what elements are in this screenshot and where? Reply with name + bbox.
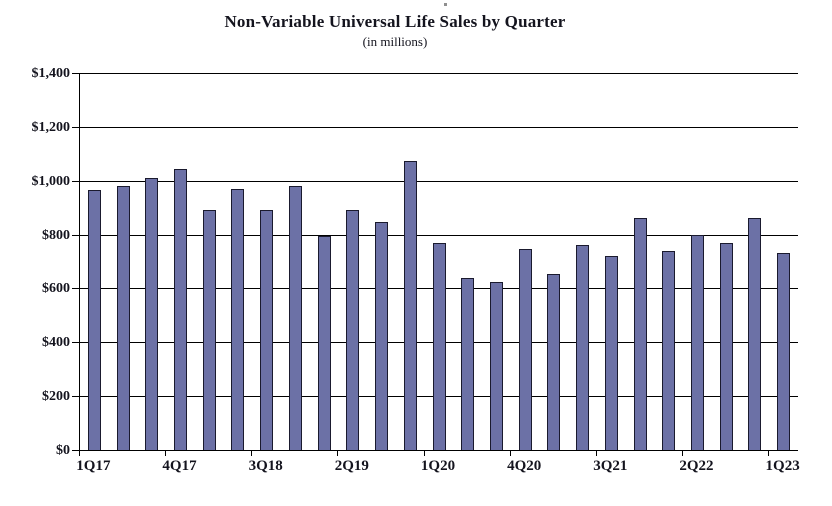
plot-area — [79, 73, 798, 451]
y-tick-label: $400 — [42, 335, 70, 351]
bar-4Q18 — [288, 186, 302, 450]
y-axis-tick — [72, 234, 79, 236]
x-axis-tick — [251, 451, 253, 456]
bar-2Q18 — [231, 189, 245, 450]
bar-3Q19 — [375, 222, 389, 450]
x-tick-label: 2Q19 — [334, 458, 369, 474]
bar-3Q22 — [719, 243, 733, 450]
x-tick-label: 3Q18 — [248, 458, 283, 474]
bar-4Q17 — [174, 169, 188, 450]
y-axis-tick — [72, 288, 79, 290]
bar-3Q17 — [145, 178, 159, 450]
bar-3Q21 — [604, 256, 618, 450]
bar-1Q22 — [662, 251, 676, 450]
y-axis-tick — [72, 73, 79, 74]
bar-2Q21 — [576, 245, 590, 450]
gridline — [80, 234, 798, 236]
bar-1Q23 — [777, 253, 791, 450]
x-tick-label: 2Q22 — [679, 458, 714, 474]
chart-title: Non-Variable Universal Life Sales by Qua… — [224, 12, 566, 31]
y-tick-label: $1,000 — [31, 173, 71, 189]
y-axis-tick — [72, 180, 79, 182]
x-axis-tick — [165, 451, 167, 456]
bar-2Q20 — [461, 278, 475, 450]
x-axis-tick — [337, 451, 339, 456]
bar-1Q21 — [547, 274, 561, 450]
x-axis-tick — [423, 451, 425, 456]
bar-2Q17 — [116, 186, 130, 450]
x-tick-label: 1Q17 — [76, 458, 111, 474]
bar-2Q19 — [346, 210, 360, 450]
chart-subtitle: (in millions) — [362, 34, 428, 49]
bar-4Q22 — [748, 218, 762, 450]
y-axis-tick — [72, 450, 79, 451]
y-tick-label: $800 — [42, 227, 70, 243]
y-axis-tick — [72, 342, 79, 344]
x-axis-tick — [682, 451, 684, 456]
x-tick-label: 3Q21 — [593, 458, 628, 474]
bar-1Q18 — [202, 210, 216, 450]
y-tick-label: $600 — [42, 281, 70, 297]
x-axis-tick — [509, 451, 511, 456]
x-tick-label: 4Q20 — [507, 458, 542, 474]
bar-4Q20 — [518, 249, 532, 450]
bar-3Q18 — [260, 210, 274, 450]
bar-4Q19 — [403, 161, 417, 450]
gridline — [80, 180, 798, 182]
x-tick-label: 1Q23 — [765, 458, 800, 474]
y-axis-tick — [72, 396, 79, 398]
gridline — [80, 73, 798, 74]
bar-4Q21 — [633, 218, 647, 450]
bar-1Q20 — [432, 243, 446, 450]
bar-2Q22 — [690, 235, 704, 450]
x-axis-tick — [595, 451, 597, 456]
bar-1Q19 — [317, 236, 331, 450]
gridline — [80, 126, 798, 128]
y-tick-label: $200 — [42, 389, 70, 405]
bar-3Q20 — [489, 282, 503, 450]
y-axis-tick — [72, 126, 79, 128]
y-tick-label: $1,200 — [31, 119, 71, 135]
artifact-dot — [444, 3, 447, 6]
bar-1Q17 — [87, 190, 101, 450]
y-tick-label: $0 — [56, 443, 70, 458]
x-tick-label: 4Q17 — [162, 458, 197, 474]
x-axis-tick — [768, 451, 770, 456]
y-tick-label: $1,400 — [31, 66, 71, 81]
x-tick-label: 1Q20 — [420, 458, 456, 474]
x-axis-tick — [79, 451, 80, 456]
